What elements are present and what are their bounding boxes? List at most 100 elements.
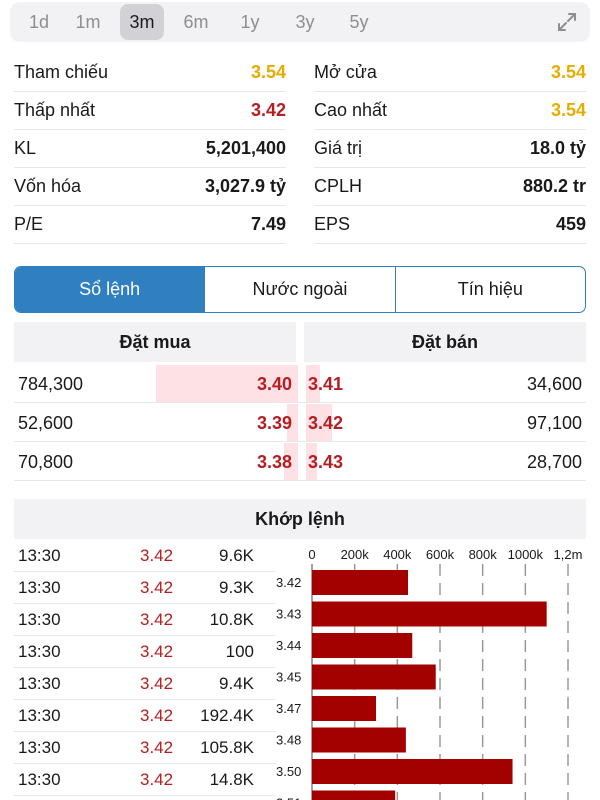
range-3y-button[interactable]: 3y: [295, 11, 315, 32]
match-volume: 9.4K: [219, 674, 254, 693]
expand-icon[interactable]: [556, 11, 578, 33]
stat-reference: Tham chiếu 3.54: [14, 54, 286, 92]
match-time: 13:30: [18, 738, 61, 757]
matched-row: 13:30 3.42 9.3K: [14, 572, 276, 604]
stat-value-traded: Giá trị 18.0 tỷ: [314, 130, 586, 168]
volume-bar: [312, 601, 547, 627]
stat-label: Giá trị: [314, 138, 363, 158]
bid-volume-bar: [287, 404, 298, 441]
stat-value: 3.54: [550, 100, 586, 120]
matched-row: 13:30 3.42 10.8K: [14, 604, 276, 636]
volume-bar: [312, 727, 406, 753]
match-price: 3.42: [140, 770, 174, 789]
x-tick-label: 600k: [426, 547, 455, 562]
match-time: 13:30: [18, 674, 61, 693]
match-time: 13:30: [18, 610, 61, 629]
volume-bar: [312, 696, 376, 721]
stat-eps: EPS 459: [314, 206, 586, 244]
match-price: 3.42: [140, 642, 174, 661]
tab-foreign[interactable]: Nước ngoài: [205, 267, 396, 312]
stat-value: 18.0 tỷ: [529, 138, 586, 158]
range-1y-button[interactable]: 1y: [240, 11, 260, 32]
range-1m-button[interactable]: 1m: [75, 11, 101, 32]
bid-volume-bar: [156, 365, 298, 402]
volume-bar: [312, 759, 513, 784]
price-label: 3.51: [276, 796, 301, 800]
ask-volume-bar: [306, 443, 317, 480]
matched-row: 13:30 3.42 105.8K: [14, 732, 276, 764]
stat-value: 3.54: [550, 62, 586, 82]
tab-signals[interactable]: Tín hiệu: [457, 279, 523, 299]
match-price: 3.42: [140, 706, 174, 725]
match-volume: 9.6K: [219, 546, 254, 565]
range-1d-button[interactable]: 1d: [28, 11, 50, 32]
matched-row: 13:30 3.42 14.8K: [14, 764, 276, 796]
volume-bar: [312, 570, 408, 595]
stat-low: Thấp nhất 3.42: [14, 92, 286, 130]
stat-value: 459: [555, 214, 586, 234]
stat-label: EPS: [314, 214, 351, 234]
ask-price: 3.43: [308, 452, 344, 472]
price-label: 3.44: [276, 638, 301, 653]
volume-bar: [312, 664, 436, 690]
stat-pe: P/E 7.49: [14, 206, 286, 244]
price-label: 3.47: [276, 701, 301, 716]
stat-market-cap: Vốn hóa 3,027.9 tỷ: [14, 168, 286, 206]
stat-label: Thấp nhất: [14, 100, 96, 120]
x-tick-label: 800k: [469, 547, 498, 562]
ask-volume: 97,100: [526, 413, 582, 433]
tab-order-book[interactable]: Sổ lệnh: [15, 267, 206, 312]
x-tick-label: 400k: [383, 547, 412, 562]
order-book-row: 784,300 3.40 3.41 34,600: [14, 365, 586, 403]
ask-volume-bar: [306, 365, 320, 402]
stat-value: 3.54: [250, 62, 286, 82]
stat-high: Cao nhất 3.54: [314, 92, 586, 130]
stat-value: 880.2 tr: [522, 176, 586, 196]
stat-value: 7.49: [250, 214, 286, 234]
matched-row: 13:30 3.42 192.4K: [14, 700, 276, 732]
matched-row: 13:30 3.42 9.4K: [14, 668, 276, 700]
match-time: 13:30: [18, 706, 61, 725]
stat-label: Cao nhất: [314, 100, 388, 120]
ask-volume-bar: [306, 404, 332, 441]
price-label: 3.43: [276, 607, 301, 622]
stat-label: P/E: [14, 214, 44, 234]
match-time: 13:30: [18, 546, 61, 565]
matched-row: 13:30 3.42 9.6K: [14, 540, 276, 572]
stat-open: Mở cửa 3.54: [314, 54, 586, 92]
match-volume: 10.8K: [209, 610, 254, 629]
range-5y-button[interactable]: 5y: [349, 11, 369, 32]
range-6m-button[interactable]: 6m: [183, 11, 209, 32]
x-tick-label: 200k: [341, 547, 370, 562]
ask-volume: 28,700: [526, 452, 582, 472]
order-tabs: Sổ lệnh Nước ngoài Tín hiệu: [14, 266, 586, 313]
ask-header: Đặt bán: [304, 322, 586, 362]
match-price: 3.42: [140, 674, 174, 693]
stat-value: 5,201,400: [205, 138, 286, 158]
bid-volume: 784,300: [18, 374, 84, 394]
price-label: 3.48: [276, 733, 301, 748]
price-label: 3.45: [276, 670, 301, 685]
bid-volume: 52,600: [18, 413, 74, 433]
volume-by-price-chart: 0 200k 400k 600k 800k 1000k 1,2m 3.42 3.43 3.44 3.…: [276, 547, 583, 800]
match-price: 3.42: [140, 610, 174, 629]
match-time: 13:30: [18, 642, 61, 661]
stat-volume: KL 5,201,400: [14, 130, 286, 168]
order-book-row: 70,800 3.38 3.43 28,700: [14, 443, 586, 481]
x-tick-label: 1,2m: [554, 547, 583, 562]
x-tick-label: 0: [308, 547, 315, 562]
time-range-bar: 1d 1m 3m 6m 1y 3y 5y: [10, 2, 590, 42]
price-label: 3.50: [276, 764, 301, 779]
stat-label: KL: [14, 138, 37, 158]
match-volume: 105.8K: [200, 738, 254, 757]
matched-orders-header: Khớp lệnh: [14, 499, 586, 539]
bid-volume: 70,800: [18, 452, 74, 472]
match-time: 13:30: [18, 578, 61, 597]
bid-price: 3.39: [256, 413, 292, 433]
stat-value: 3.42: [250, 100, 286, 120]
order-book-row: 52,600 3.39 3.42 97,100: [14, 404, 586, 442]
stat-value: 3,027.9 tỷ: [204, 176, 286, 196]
match-volume: 9.3K: [219, 578, 254, 597]
volume-bar: [312, 790, 396, 800]
range-3m-button[interactable]: 3m: [120, 4, 164, 40]
